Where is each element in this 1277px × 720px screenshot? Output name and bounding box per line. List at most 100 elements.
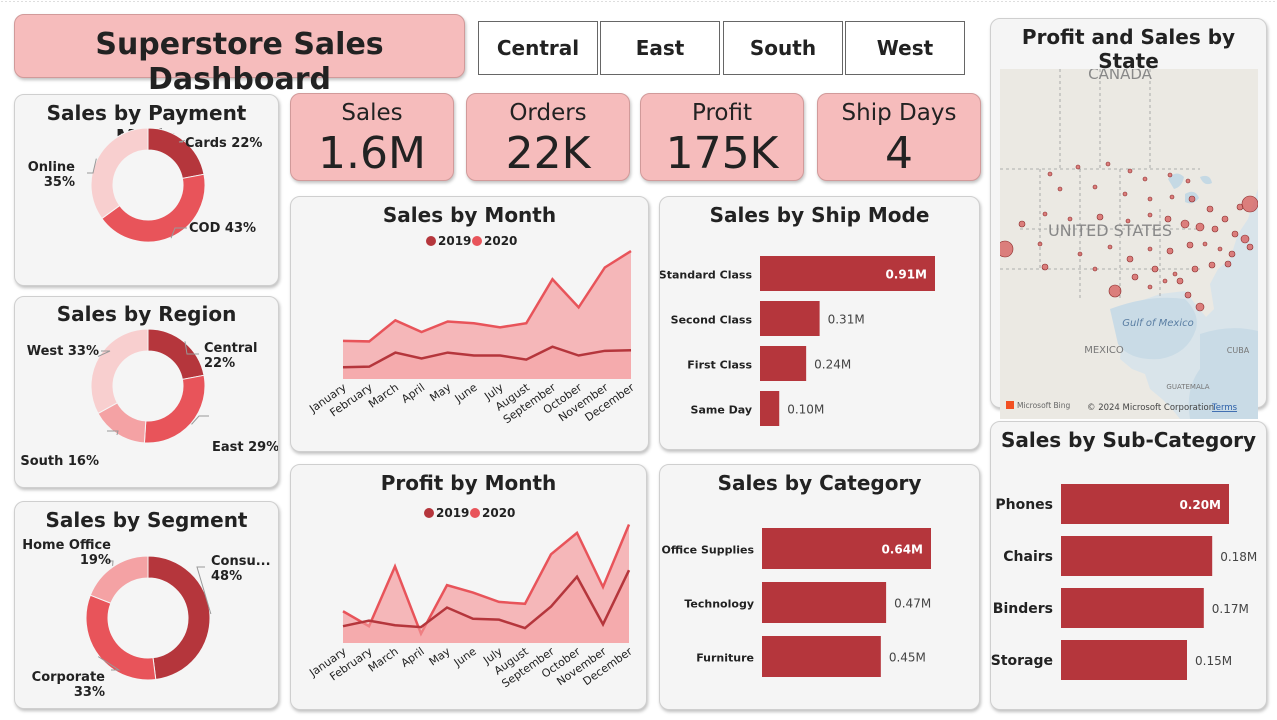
bar-value-label: 0.15M <box>1195 654 1232 668</box>
bar-second-class <box>760 301 820 336</box>
kpi-sales-card: Sales 1.6M <box>290 93 454 181</box>
bar-category-label: Storage <box>991 653 1053 669</box>
donut-label-cards: Cards 22% <box>185 136 262 151</box>
bar-value-label: 0.24M <box>814 358 851 372</box>
kpi-shipdays-value: 4 <box>885 128 913 179</box>
region-button-west[interactable]: West <box>845 21 965 75</box>
donut-label-home-office: Home Office <box>22 538 111 553</box>
legend-2019-label: 2019 <box>438 234 471 248</box>
kpi-shipdays-card: Ship Days 4 <box>817 93 981 181</box>
ship-mode-title: Sales by Ship Mode <box>709 203 930 227</box>
x-tick-label: March <box>366 645 401 675</box>
map-borders <box>1000 69 1200 299</box>
region-button-south[interactable]: South <box>723 21 843 75</box>
bar-value-label: 0.10M <box>787 403 824 417</box>
leader-line <box>107 430 119 436</box>
region-button-central[interactable]: Central <box>478 21 598 75</box>
bar-furniture <box>762 636 881 677</box>
x-tick-label: May <box>427 381 453 405</box>
map-great-lakes <box>1168 173 1212 204</box>
state-bubble <box>1000 240 1014 258</box>
state-bubble <box>1211 225 1219 233</box>
donut-slice-home-office <box>89 555 149 604</box>
state-bubble <box>1105 161 1111 167</box>
profit-by-month-card: Profit by Month 2019 2020 January February M… <box>290 464 647 710</box>
donut-slice-online <box>90 127 149 220</box>
state-bubble <box>1184 291 1192 299</box>
kpi-orders-card: Orders 22K <box>466 93 630 181</box>
area-2020 <box>343 251 631 379</box>
state-bubble <box>1126 255 1134 263</box>
donut-label-corporate: Corporate <box>32 670 106 685</box>
map-gulf <box>1110 297 1197 360</box>
profit-by-month-title: Profit by Month <box>380 471 557 495</box>
state-bubble <box>1188 195 1196 203</box>
x-tick-label: April <box>399 645 427 670</box>
state-bubble <box>1228 250 1236 258</box>
state-bubble <box>1195 302 1205 312</box>
header-card: Superstore Sales Dashboard <box>14 14 465 97</box>
subcategory-title: Sales by Sub-Category <box>1000 428 1257 452</box>
map-terms-link[interactable]: Terms <box>1211 403 1238 413</box>
bar-storage <box>1061 640 1187 680</box>
donut-slice-consumer <box>147 555 211 681</box>
bar-value-label: 0.17M <box>1212 602 1249 616</box>
state-bubble <box>1122 191 1128 197</box>
map-land <box>1000 69 1258 419</box>
bar-value-label: 0.31M <box>828 313 865 327</box>
legend-2019-swatch <box>424 508 434 518</box>
state-bubble <box>1107 244 1113 250</box>
bar-standard-class <box>760 256 935 291</box>
leader-line <box>184 341 199 355</box>
subcategory-chart: Phones 0.20M Chairs 0.18M Binders 0.17M Storag… <box>991 484 1257 680</box>
ship-mode-card: Sales by Ship Mode Standard Class 0.91M Se… <box>659 196 980 450</box>
state-bubble <box>1037 241 1043 247</box>
kpi-profit-card: Profit 175K <box>640 93 804 181</box>
line-2019 <box>342 345 632 369</box>
state-bubble <box>1092 266 1098 272</box>
state-bubble <box>1131 273 1139 281</box>
state-bubble <box>1151 265 1159 273</box>
donut-label-east: East 29% <box>212 440 278 455</box>
state-bubble <box>1221 215 1229 223</box>
state-bubble <box>1142 176 1148 182</box>
bar-value-label: 0.18M <box>1220 550 1257 564</box>
map-svg: CANADA UNITED STATES MEXICO Gulf of Mexi… <box>1000 69 1258 419</box>
state-bubble <box>1166 247 1174 255</box>
map-label-cuba: CUBA <box>1227 346 1250 355</box>
leader-line <box>105 560 114 566</box>
legend-2020-label: 2020 <box>484 234 517 248</box>
bar-phones <box>1061 484 1229 524</box>
us-map[interactable]: CANADA UNITED STATES MEXICO Gulf of Mexi… <box>1000 69 1258 419</box>
state-bubble <box>1075 164 1081 170</box>
state-bubble <box>1202 241 1208 247</box>
leader-line <box>97 656 121 671</box>
payment-mode-card: Sales by Payment Mode Cards 22%COD 43%On… <box>14 94 279 286</box>
line-2020 <box>342 249 632 343</box>
map-label-canada: CANADA <box>1088 69 1153 83</box>
bar-first-class <box>760 346 807 381</box>
bar-category-label: Chairs <box>1003 549 1053 565</box>
subcategory-card: Sales by Sub-Category Phones 0.20M Chairs 0… <box>990 421 1267 710</box>
bar-value-label: 0.45M <box>889 651 926 665</box>
bar-category-label: Technology <box>684 598 754 611</box>
legend-2020-label: 2020 <box>482 506 515 520</box>
bar-value-label: 0.64M <box>881 543 923 557</box>
segment-title: Sales by Segment <box>45 508 248 532</box>
region-button-east[interactable]: East <box>600 21 720 75</box>
region-card: Sales by Region Central 22% East 29% South … <box>14 296 279 488</box>
donut-slice-west <box>90 328 149 415</box>
state-bubble <box>1169 194 1175 200</box>
donut-label-cod: COD 43% <box>189 221 256 236</box>
state-bubble <box>1186 241 1194 249</box>
state-bubble <box>1042 211 1048 217</box>
state-bubble <box>1147 212 1153 218</box>
map-label-guatemala: GUATEMALA <box>1166 383 1209 391</box>
state-bubble <box>1108 284 1122 298</box>
state-bubble <box>1127 168 1133 174</box>
state-bubble <box>1018 220 1026 228</box>
segment-card: Sales by Segment Consu... 48% Corporate 33%… <box>14 501 279 709</box>
